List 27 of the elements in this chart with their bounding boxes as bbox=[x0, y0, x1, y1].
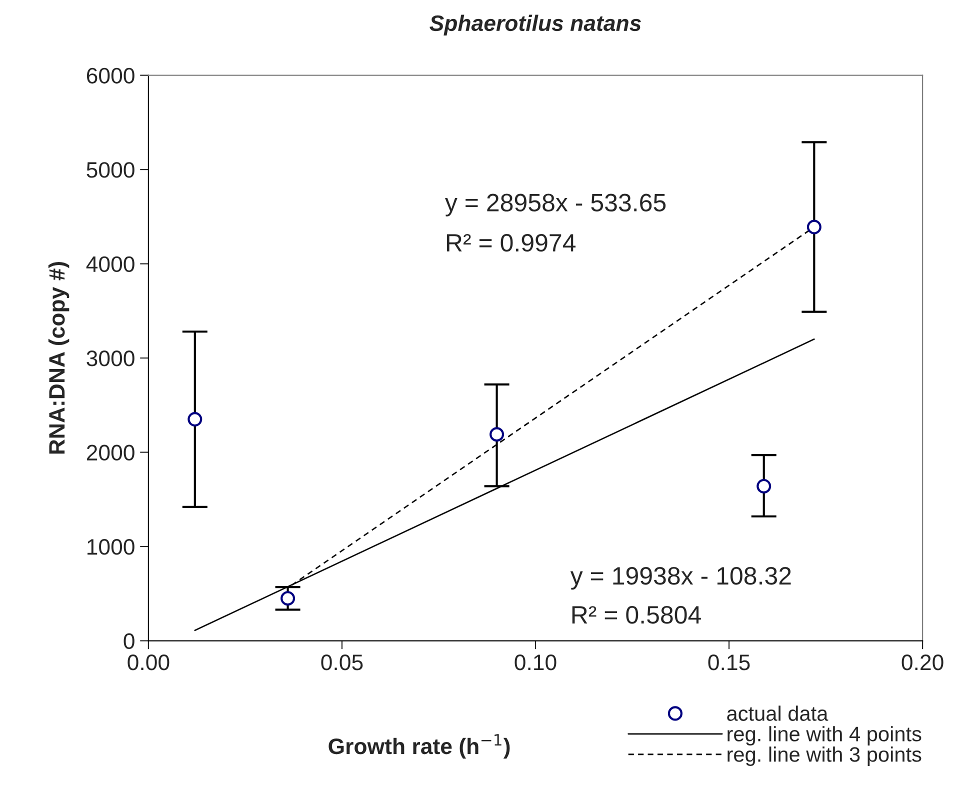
point bbox=[280, 591, 296, 606]
x-tick-label: 0.00 bbox=[128, 654, 170, 670]
annotation: y = 28958x - 533.65 bbox=[444, 194, 666, 216]
x-tick-label: 0.20 bbox=[902, 654, 944, 670]
annotation: R² = 0.9974 bbox=[446, 234, 576, 252]
y-tick-label: 0 bbox=[124, 633, 134, 650]
x-axis-title: Growth rate (h$^{−1}$) bbox=[328, 734, 510, 759]
y-tick-label: 3000 bbox=[86, 350, 134, 366]
y-tick-label: 1000 bbox=[88, 539, 134, 555]
x-tick-label: 0.15 bbox=[708, 654, 750, 670]
point bbox=[490, 427, 504, 442]
annotation: R² = 0.5804 bbox=[572, 606, 701, 624]
x-tick-label: 0.05 bbox=[321, 654, 363, 670]
y-tick-label: 5000 bbox=[86, 162, 134, 178]
chart-title: Sphaerotilus natans bbox=[430, 14, 641, 36]
y-tick-label: 6000 bbox=[86, 68, 134, 84]
point bbox=[756, 478, 772, 494]
y-tick-label: 2000 bbox=[86, 444, 134, 461]
y-tick-label: 4000 bbox=[86, 256, 134, 272]
legend-label: reg. line with 3 points bbox=[728, 746, 922, 766]
annotation: y = 19938x - 108.32 bbox=[570, 567, 791, 590]
legend-label: reg. line with 4 points bbox=[728, 726, 922, 746]
point bbox=[188, 412, 202, 427]
legend-label: actual data bbox=[727, 706, 828, 721]
point bbox=[806, 220, 822, 234]
y-axis-title: RNA:DNA (copy #) bbox=[48, 262, 70, 454]
x-tick-label: 0.10 bbox=[514, 654, 556, 670]
